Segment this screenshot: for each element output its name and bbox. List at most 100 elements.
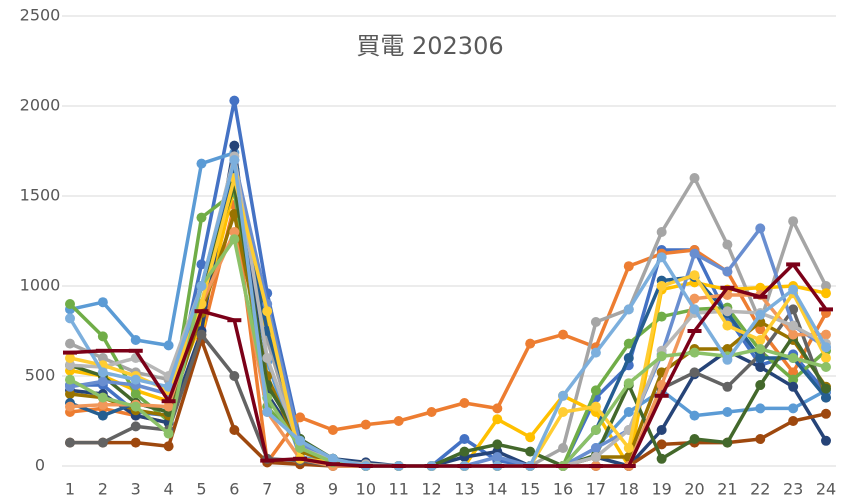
data-point [722,320,733,331]
data-point [755,434,766,444]
data-point [65,353,75,363]
data-point [492,403,503,414]
data-point [689,248,700,259]
x-tick-label: 4 [164,480,174,499]
data-point [656,252,667,263]
data-point [755,309,766,320]
data-point [788,416,799,426]
y-tick-label: 2500 [20,6,61,25]
data-point [525,432,536,443]
data-point [656,439,667,450]
data-point [97,437,108,448]
data-point [459,434,470,444]
data-point [65,374,75,385]
data-point [262,306,273,317]
data-point [492,439,503,450]
data-point [821,383,831,394]
data-point [525,338,536,349]
data-point [130,421,141,432]
data-point [65,401,75,412]
x-tick-label: 16 [553,480,573,499]
data-point [623,261,634,272]
data-point [525,446,536,457]
x-tick-label: 6 [229,480,239,499]
data-point [722,381,733,392]
data-point [97,399,108,410]
data-point [788,403,799,414]
data-point [97,410,108,421]
y-tick-label: 0 [35,456,45,475]
data-point [65,381,75,392]
data-point [788,353,799,363]
data-point [788,320,799,331]
x-tick-label: 22 [750,480,770,499]
x-tick-label: 5 [196,480,206,499]
data-point [623,304,634,315]
data-point [65,299,75,309]
data-point [590,443,601,453]
y-tick-label: 1500 [20,186,61,205]
x-tick-label: 1 [65,480,75,499]
y-tick-label: 2000 [20,96,61,115]
data-point [788,216,799,227]
data-point [689,347,700,358]
data-point [295,412,306,423]
data-point [590,401,601,412]
data-point [623,353,634,363]
data-point [821,408,831,419]
series-line [68,190,828,468]
data-point [788,374,799,385]
data-point [65,360,75,371]
data-point [558,329,569,340]
series-line [69,154,827,468]
data-point [295,443,306,453]
data-point [689,173,700,183]
data-point [459,446,470,457]
data-point [360,419,371,430]
data-point [821,392,831,403]
x-tick-label: 18 [619,480,639,499]
data-point [755,362,766,372]
data-point [821,353,831,363]
x-tick-label: 19 [651,480,671,499]
data-point [755,282,766,293]
x-tick-label: 21 [717,480,737,499]
data-point [656,351,667,362]
data-point [262,353,273,363]
data-point [97,376,108,387]
data-point [426,407,437,417]
data-point [590,317,601,327]
chart-title: 買電 202306 [356,32,503,60]
data-point [656,453,667,464]
data-point [755,380,766,390]
data-point [130,374,141,385]
data-point [722,239,733,250]
data-point [65,313,75,324]
x-tick-label: 10 [356,480,376,499]
data-point [492,414,503,425]
data-point [689,304,700,315]
data-point [229,209,240,219]
data-point [327,425,338,435]
data-point [97,297,108,308]
data-point [130,401,141,412]
x-tick-label: 24 [816,480,836,499]
data-point [492,452,503,462]
data-point [623,378,634,389]
data-point [590,385,601,396]
data-point [229,227,240,237]
data-point [196,212,207,223]
data-point [65,437,75,448]
data-point [755,324,766,335]
data-point [689,434,700,444]
data-point [97,331,108,342]
data-point [755,335,766,345]
data-point [97,367,108,378]
data-point [623,338,634,349]
data-point [821,329,831,340]
x-tick-label: 2 [98,480,108,499]
data-point [459,398,470,408]
data-point [558,407,569,417]
x-tick-label: 9 [328,480,338,499]
